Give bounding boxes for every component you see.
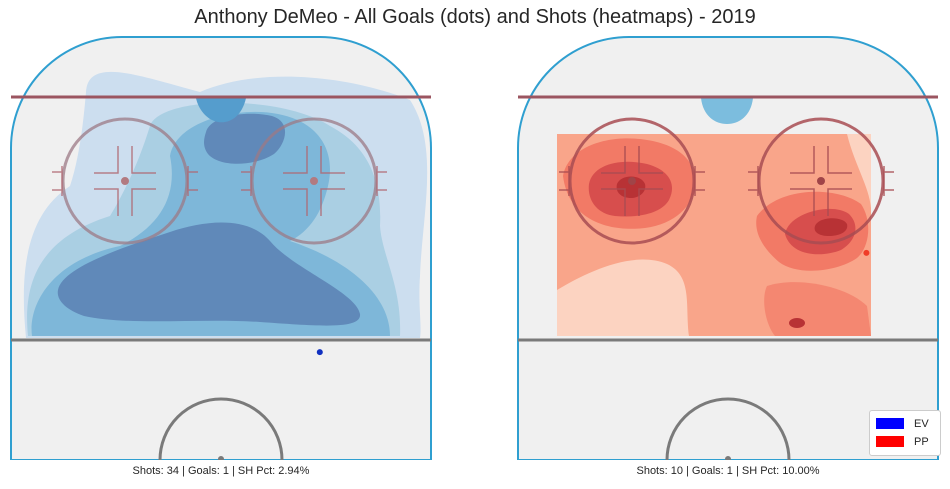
pp-rink-chart (517, 36, 939, 460)
ev-shot-summary: Shots: 34 | Goals: 1 | SH Pct: 2.94% (132, 465, 310, 477)
chart-title: Anthony DeMeo - All Goals (dots) and Sho… (194, 6, 756, 28)
legend: EV PP (869, 410, 941, 456)
ev-density-level-4b (204, 113, 286, 164)
legend-item-pp: PP (876, 435, 936, 449)
pp-shot-summary: Shots: 10 | Goals: 1 | SH Pct: 10.00% (636, 465, 820, 477)
legend-label-ev: EV (914, 418, 929, 430)
rink-markings (518, 95, 938, 460)
ev-density-level-4 (57, 222, 361, 326)
ev-density-top (196, 98, 246, 123)
pp-density-top (701, 98, 753, 124)
legend-swatch-ev (876, 418, 904, 429)
ev-goal-dot-0 (316, 349, 323, 356)
pp-goal-dot-0 (863, 249, 870, 256)
legend-swatch-pp (876, 436, 904, 447)
rink-markings (11, 95, 431, 460)
ev-goal-dots (316, 349, 323, 356)
ev-rink-chart (10, 36, 432, 460)
legend-label-pp: PP (914, 436, 929, 448)
pp-goal-dots (863, 249, 870, 256)
legend-item-ev: EV (876, 417, 936, 431)
ev-heatmap (23, 71, 428, 338)
pp-density-level-4 (588, 161, 856, 255)
